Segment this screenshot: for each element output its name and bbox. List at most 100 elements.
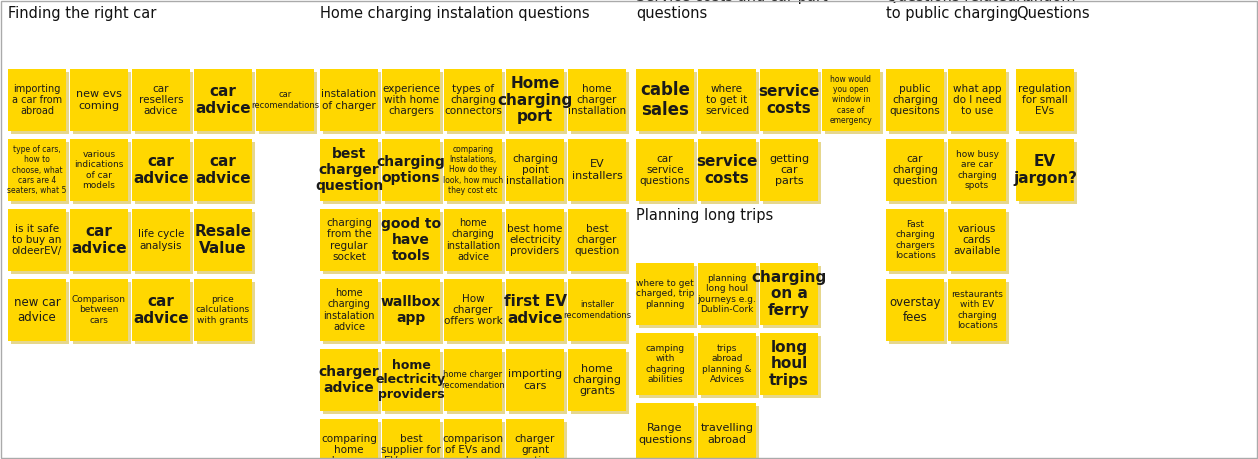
FancyBboxPatch shape [444,69,502,131]
FancyBboxPatch shape [951,282,1009,344]
FancyBboxPatch shape [198,142,255,204]
FancyBboxPatch shape [949,209,1006,271]
Text: travelling
abroad: travelling abroad [701,423,754,445]
Text: new evs
coming: new evs coming [75,90,122,111]
FancyBboxPatch shape [760,69,818,131]
FancyBboxPatch shape [949,139,1006,201]
Text: how busy
are car
charging
spots: how busy are car charging spots [956,151,999,190]
FancyBboxPatch shape [70,69,128,131]
Text: car
advice: car advice [72,224,127,256]
Text: charger
grant
questions: charger grant questions [509,434,560,459]
Text: car
advice: car advice [195,154,250,186]
FancyBboxPatch shape [639,72,697,134]
FancyBboxPatch shape [259,72,317,134]
FancyBboxPatch shape [385,352,443,414]
FancyBboxPatch shape [385,212,443,274]
FancyBboxPatch shape [509,282,567,344]
Text: where
to get it
serviced: where to get it serviced [704,84,749,116]
Text: experience
with home
chargers: experience with home chargers [382,84,440,116]
FancyBboxPatch shape [889,282,947,344]
FancyBboxPatch shape [637,333,694,395]
Text: instalation
of charger: instalation of charger [322,90,376,111]
Text: first EV
advice: first EV advice [503,294,566,326]
Text: installer
recomendations: installer recomendations [562,301,632,319]
Text: regulation
for small
EVs: regulation for small EVs [1019,84,1072,116]
Text: best home
electricity
providers: best home electricity providers [507,224,562,256]
Text: types of
charging
connectors: types of charging connectors [444,84,502,116]
FancyBboxPatch shape [73,282,131,344]
FancyBboxPatch shape [698,69,756,131]
FancyBboxPatch shape [198,212,255,274]
FancyBboxPatch shape [886,279,944,341]
FancyBboxPatch shape [506,209,564,271]
FancyBboxPatch shape [760,333,818,395]
FancyBboxPatch shape [132,209,190,271]
Text: EV
jargon?: EV jargon? [1013,154,1077,186]
FancyBboxPatch shape [509,422,567,459]
FancyBboxPatch shape [571,72,629,134]
FancyBboxPatch shape [135,212,192,274]
FancyBboxPatch shape [764,266,821,328]
FancyBboxPatch shape [11,282,69,344]
Text: charging
from the
regular
socket: charging from the regular socket [326,218,372,262]
Text: service
costs: service costs [759,84,820,116]
Text: Home
charging
port: Home charging port [497,76,572,124]
Text: home charger
recomendation: home charger recomendation [442,370,504,390]
FancyBboxPatch shape [447,282,504,344]
FancyBboxPatch shape [73,212,131,274]
FancyBboxPatch shape [951,212,1009,274]
FancyBboxPatch shape [639,266,697,328]
FancyBboxPatch shape [447,142,504,204]
FancyBboxPatch shape [571,212,629,274]
FancyBboxPatch shape [821,69,881,131]
FancyBboxPatch shape [764,142,821,204]
Text: public
charging
quesitons: public charging quesitons [889,84,941,116]
Text: Range
questions: Range questions [638,423,692,445]
FancyBboxPatch shape [194,69,252,131]
FancyBboxPatch shape [8,209,65,271]
FancyBboxPatch shape [889,142,947,204]
FancyBboxPatch shape [194,279,252,341]
FancyBboxPatch shape [951,142,1009,204]
FancyBboxPatch shape [320,279,377,341]
FancyBboxPatch shape [637,403,694,459]
Text: various
indications
of car
models: various indications of car models [74,151,123,190]
FancyBboxPatch shape [320,69,377,131]
FancyBboxPatch shape [73,72,131,134]
FancyBboxPatch shape [949,279,1006,341]
FancyBboxPatch shape [569,69,626,131]
FancyBboxPatch shape [1016,69,1074,131]
FancyBboxPatch shape [320,139,377,201]
Text: car
advice: car advice [133,154,189,186]
FancyBboxPatch shape [385,142,443,204]
Text: trips
abroad
planning &
Advices: trips abroad planning & Advices [702,344,752,384]
FancyBboxPatch shape [639,406,697,459]
Text: new car
advice: new car advice [14,296,60,324]
FancyBboxPatch shape [382,69,440,131]
Text: camping
with
chagring
abilities: camping with chagring abilities [645,344,684,384]
FancyBboxPatch shape [701,142,759,204]
Text: Fast
charging
chargers
locations: Fast charging chargers locations [894,220,936,260]
Text: home
charging
grants: home charging grants [572,364,621,396]
FancyBboxPatch shape [320,419,377,459]
Text: car
advice: car advice [195,84,250,116]
Text: EV
installers: EV installers [571,159,623,180]
FancyBboxPatch shape [825,72,883,134]
Text: Comparison
between
cars: Comparison between cars [72,296,126,325]
FancyBboxPatch shape [509,352,567,414]
FancyBboxPatch shape [639,336,697,398]
Text: good to
have
tools: good to have tools [381,218,442,263]
Text: where to get
charged, trip
planning: where to get charged, trip planning [635,280,694,308]
FancyBboxPatch shape [569,209,626,271]
FancyBboxPatch shape [1019,142,1077,204]
Text: best
supplier for
EV owners: best supplier for EV owners [381,434,442,459]
Text: car
recomendations: car recomendations [250,90,320,110]
FancyBboxPatch shape [698,333,756,395]
Text: home
charging
installation
advice: home charging installation advice [445,218,501,262]
Text: comparing
home
chargers: comparing home chargers [321,434,377,459]
FancyBboxPatch shape [444,209,502,271]
Text: cable
sales: cable sales [640,81,689,119]
FancyBboxPatch shape [198,282,255,344]
Text: restaurants
with EV
charging
locations: restaurants with EV charging locations [951,291,1003,330]
FancyBboxPatch shape [382,349,440,411]
